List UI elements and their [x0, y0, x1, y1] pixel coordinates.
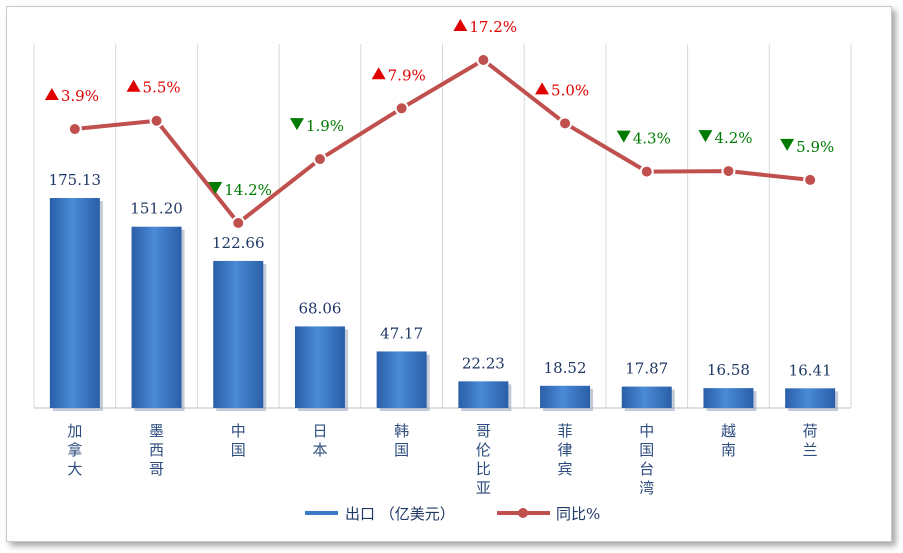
category-label: 亚	[476, 479, 491, 497]
bar	[294, 326, 345, 408]
triangle-up-icon	[126, 79, 141, 92]
bar-value-label: 175.13	[49, 171, 102, 189]
category-label: 中	[231, 422, 246, 440]
category-label: 哥	[476, 422, 491, 440]
bar-value-label: 17.87	[625, 360, 668, 378]
category-label: 兰	[803, 441, 818, 459]
bar	[131, 226, 182, 408]
yoy-line	[74, 58, 811, 225]
pct-label: 5.5%	[143, 79, 181, 97]
category-label: 菲	[558, 422, 573, 440]
triangle-down-icon	[780, 138, 795, 151]
legend-line-marker	[518, 508, 528, 518]
pct-label: 3.9%	[61, 87, 99, 105]
bar	[376, 351, 427, 408]
bar	[703, 388, 754, 408]
category-label: 日	[312, 422, 327, 440]
bar-value-label: 68.06	[298, 299, 341, 317]
pct-labels: 3.9% 5.5% 14.2% 1.9% 7.9% 17.2% 5.0% 4.3% 4.2% 5.…	[44, 18, 834, 199]
triangle-down-icon	[698, 130, 713, 143]
bar-value-label: 47.17	[380, 324, 423, 342]
pct-label: 1.9%	[306, 117, 344, 135]
legend: 出口 （亿美元） 同比%	[305, 505, 600, 523]
bar	[785, 388, 836, 408]
line-point	[67, 122, 82, 137]
legend-line-label: 同比%	[556, 505, 600, 523]
pct-label: 5.9%	[796, 138, 834, 156]
line-point	[394, 101, 409, 116]
category-label: 加	[67, 422, 82, 440]
line-point	[721, 164, 736, 179]
category-label: 国	[394, 441, 409, 459]
bar	[621, 386, 672, 408]
category-label: 湾	[639, 479, 654, 497]
triangle-down-icon	[616, 130, 631, 143]
line-point	[558, 116, 573, 131]
category-label: 台	[639, 460, 654, 478]
triangle-up-icon	[453, 19, 468, 31]
category-label: 宾	[558, 460, 573, 478]
pct-label: 14.2%	[224, 181, 272, 199]
bar-value-label: 22.23	[462, 354, 505, 372]
category-label: 拿	[67, 441, 82, 459]
category-label: 本	[312, 441, 327, 459]
category-label: 国	[639, 441, 654, 459]
line-point	[803, 172, 818, 187]
triangle-down-icon	[289, 118, 304, 131]
line-point	[639, 164, 654, 179]
bar	[49, 198, 100, 408]
category-label: 律	[558, 441, 573, 459]
category-label: 墨	[149, 422, 164, 440]
line-series	[67, 53, 818, 230]
bar	[213, 260, 264, 408]
pct-label: 17.2%	[469, 18, 517, 36]
bar-series	[49, 198, 839, 411]
category-label: 比	[476, 460, 491, 478]
bar-value-label: 16.58	[707, 361, 750, 379]
bar-value-label: 122.66	[212, 234, 265, 252]
category-label: 伦	[476, 441, 491, 459]
category-label: 南	[721, 441, 736, 459]
legend-bar-label: 出口 （亿美元）	[345, 505, 455, 523]
pct-label: 4.2%	[714, 129, 752, 147]
pct-label: 5.0%	[551, 81, 589, 99]
line-point	[149, 113, 164, 128]
category-label: 越	[721, 422, 736, 440]
bar-value-label: 16.41	[789, 361, 832, 379]
bar	[458, 381, 509, 408]
category-label: 荷	[803, 422, 818, 440]
category-label: 国	[231, 441, 246, 459]
triangle-up-icon	[44, 88, 59, 101]
grid-lines	[33, 44, 852, 409]
bar-value-label: 151.20	[130, 200, 183, 218]
line-point	[476, 53, 491, 67]
triangle-down-icon	[208, 182, 223, 194]
pct-label: 4.3%	[633, 130, 671, 148]
bar	[540, 385, 591, 408]
category-label: 大	[67, 460, 82, 478]
pct-label: 7.9%	[388, 66, 426, 84]
line-point	[231, 216, 246, 230]
category-label: 西	[149, 441, 164, 459]
triangle-up-icon	[371, 67, 386, 80]
category-label: 哥	[149, 460, 164, 478]
category-label: 中	[639, 422, 654, 440]
line-point	[312, 152, 327, 167]
bar-value-label: 18.52	[544, 359, 587, 377]
bar-value-labels: 175.13 151.20 122.66 68.06 47.17 22.23 18.52 17…	[49, 171, 832, 379]
triangle-up-icon	[535, 82, 550, 95]
category-label: 韩	[394, 422, 409, 440]
